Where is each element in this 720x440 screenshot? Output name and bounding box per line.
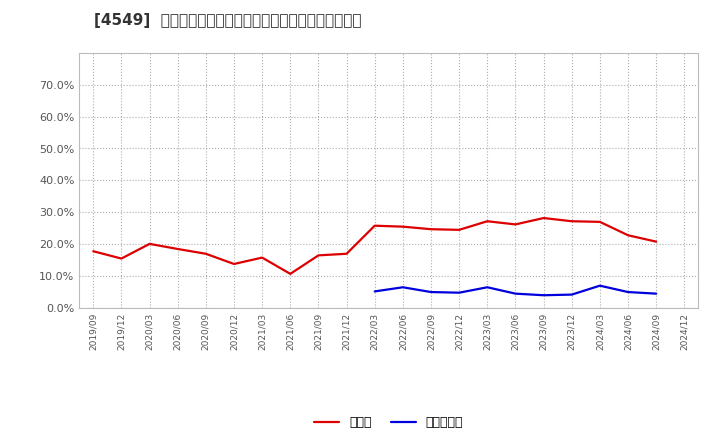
有利子負債: [652, 291, 660, 296]
有利子負債: [455, 290, 464, 295]
現頂金: [624, 233, 632, 238]
現頂金: [455, 227, 464, 232]
Text: [4549]  現頂金、有利子負債の総資産に対する比率の推移: [4549] 現頂金、有利子負債の総資産に対する比率の推移: [94, 13, 361, 28]
現頂金: [342, 251, 351, 257]
現頂金: [427, 227, 436, 232]
現頂金: [567, 219, 576, 224]
現頂金: [145, 241, 154, 246]
現頂金: [230, 261, 238, 267]
Line: 現頂金: 現頂金: [94, 218, 656, 274]
現頂金: [483, 219, 492, 224]
Line: 有利子負債: 有利子負債: [374, 286, 656, 295]
有利子負債: [483, 285, 492, 290]
現頂金: [595, 219, 604, 224]
現頂金: [511, 222, 520, 227]
現頂金: [539, 216, 548, 221]
現頂金: [652, 239, 660, 244]
現頂金: [89, 249, 98, 254]
現頂金: [370, 223, 379, 228]
現頂金: [286, 271, 294, 276]
現頂金: [117, 256, 126, 261]
有利子負債: [399, 285, 408, 290]
有利子負債: [567, 292, 576, 297]
現頂金: [258, 255, 266, 260]
有利子負債: [595, 283, 604, 288]
有利子負債: [539, 293, 548, 298]
有利子負債: [624, 290, 632, 295]
現頂金: [202, 251, 210, 257]
現頂金: [399, 224, 408, 229]
現頂金: [174, 246, 182, 252]
Legend: 現頂金, 有利子負債: 現頂金, 有利子負債: [310, 411, 468, 434]
有利子負債: [511, 291, 520, 296]
現頂金: [314, 253, 323, 258]
有利子負債: [370, 289, 379, 294]
有利子負債: [427, 290, 436, 295]
